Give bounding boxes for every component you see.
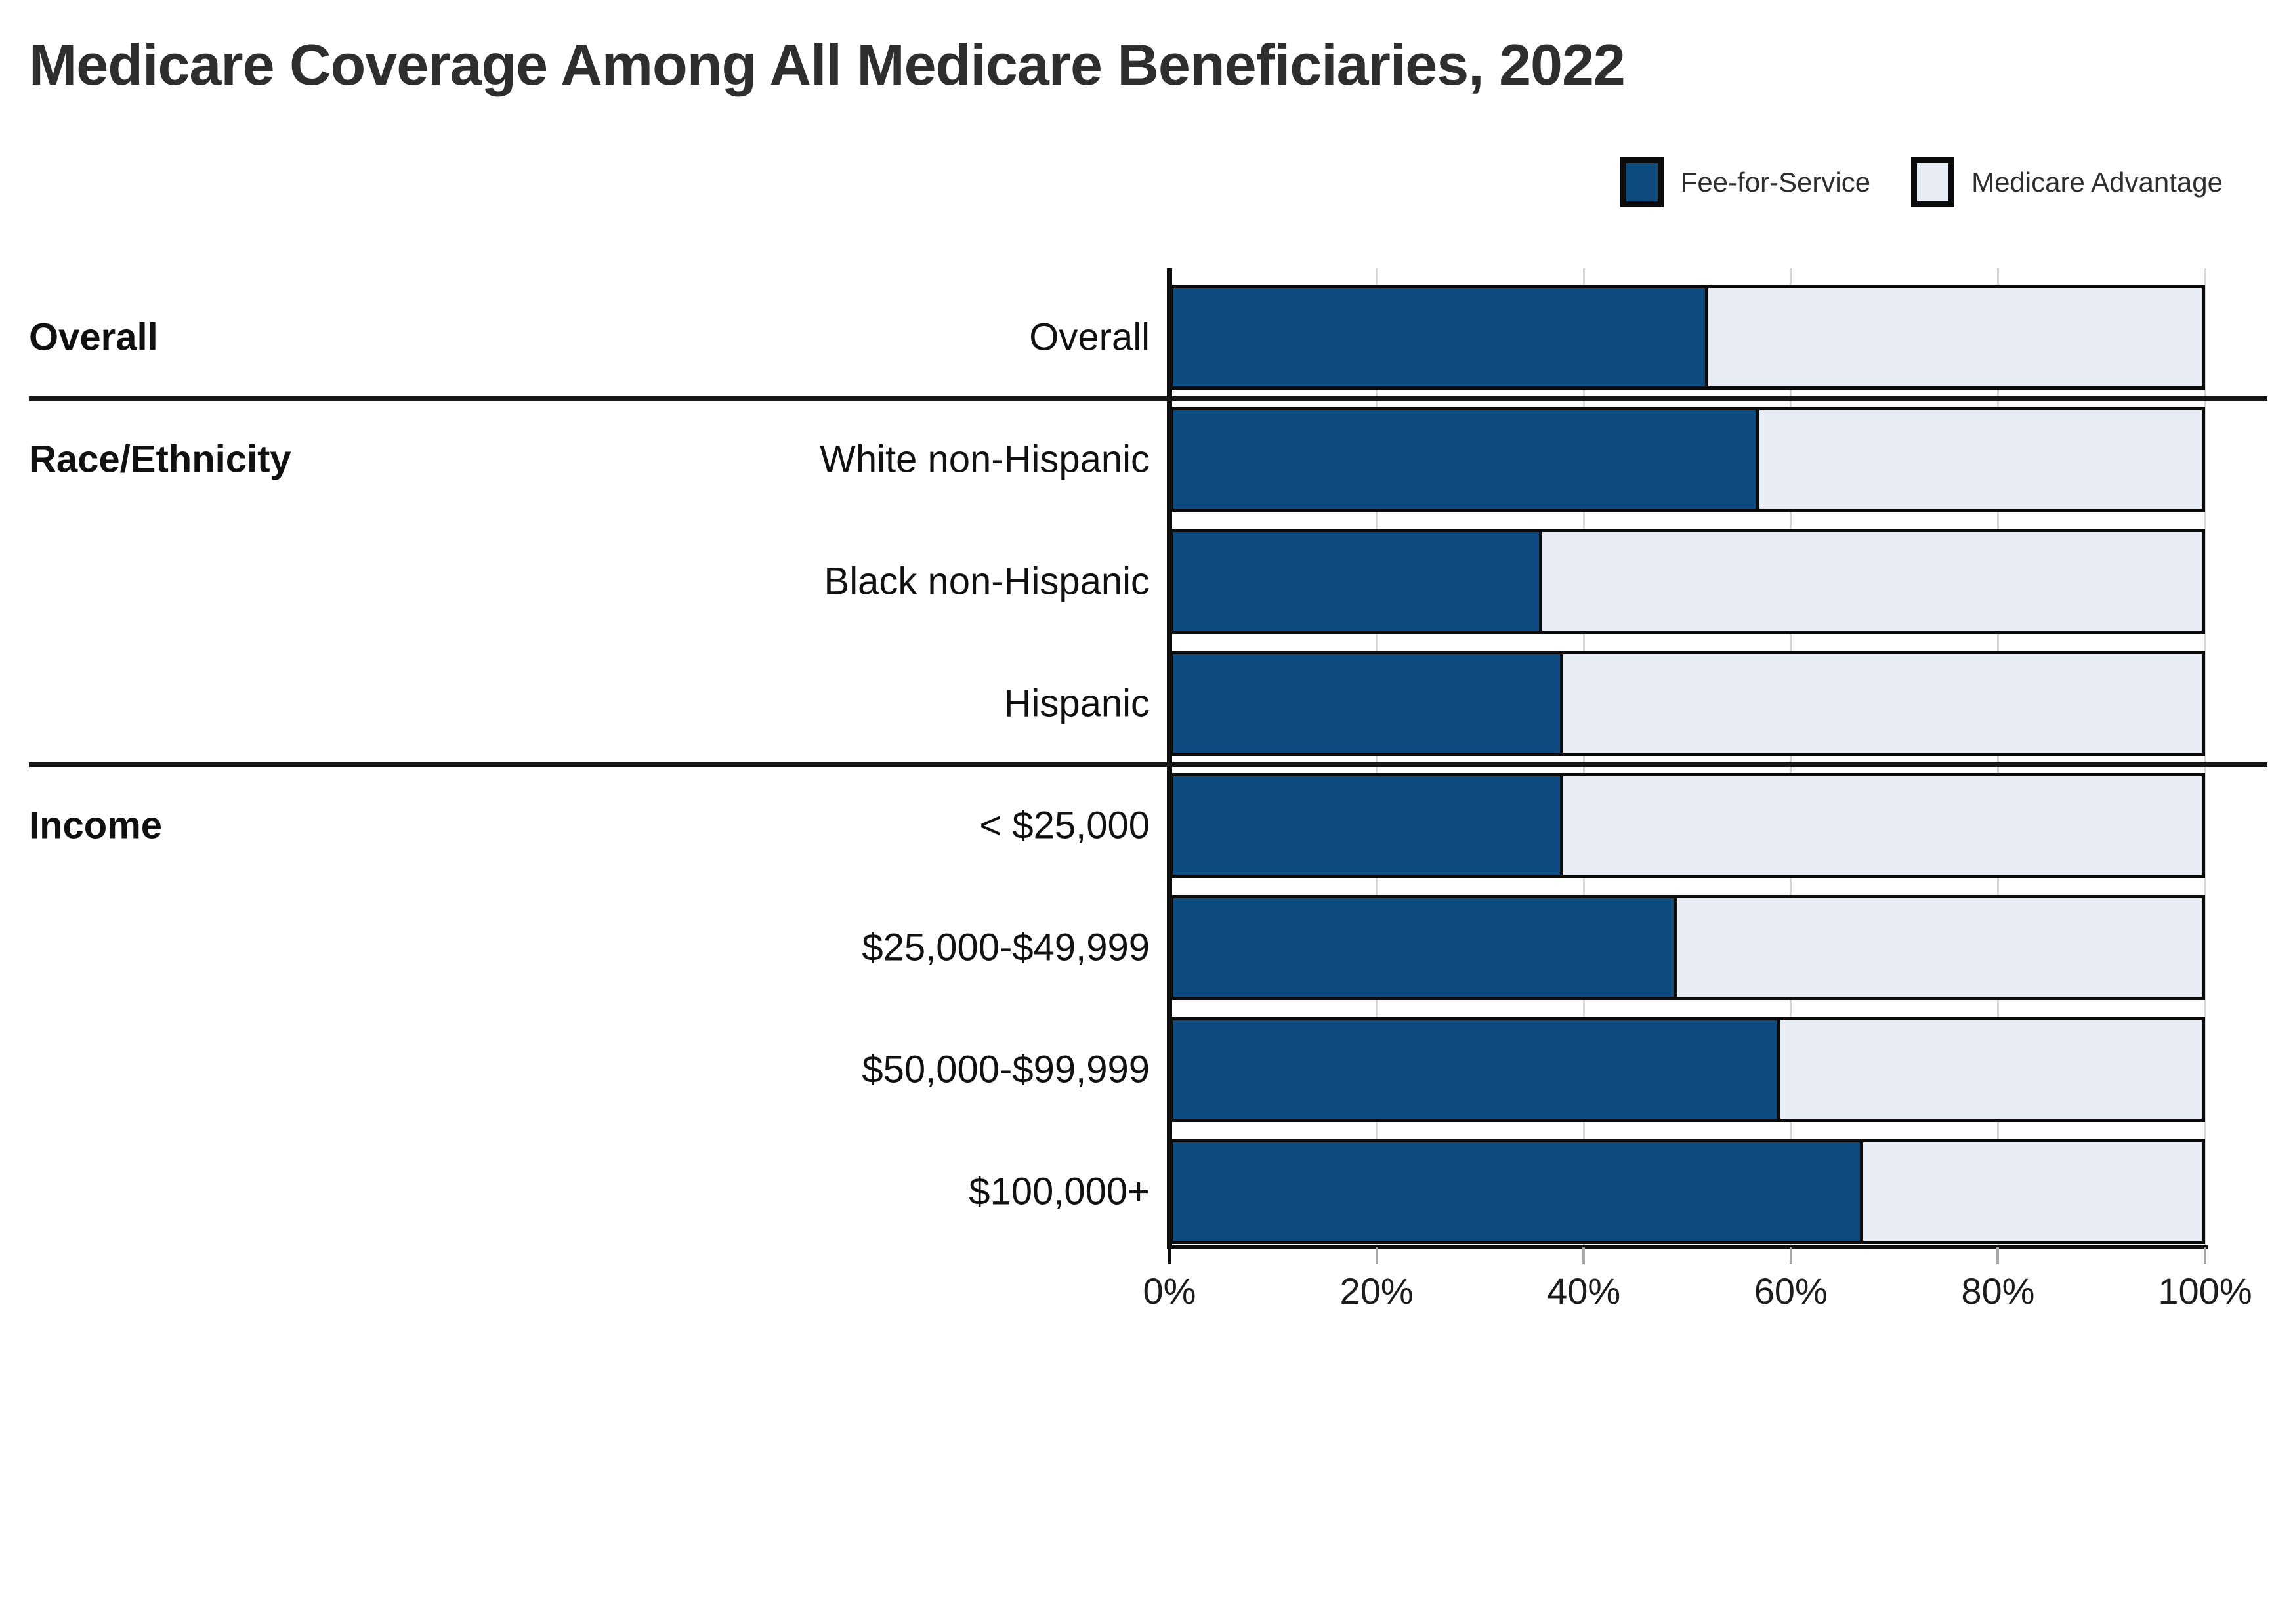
- bar-segment-fee-for-service: [1169, 651, 1563, 756]
- bar-row-3: [1169, 651, 2205, 756]
- gridline-60: [1790, 268, 1792, 1247]
- bar-segment-fee-for-service: [1169, 529, 1543, 634]
- bar-segment-fee-for-service: [1169, 773, 1563, 878]
- bar-row-5: [1169, 895, 2205, 1000]
- category-label: $50,000-$99,999: [862, 1048, 1150, 1091]
- x-tick-label: 20%: [1339, 1270, 1414, 1312]
- bar-row-1: [1169, 407, 2205, 512]
- x-tick-100: [2204, 1247, 2206, 1264]
- y-axis-line: [1167, 268, 1172, 1247]
- x-tick-label: 0%: [1143, 1270, 1196, 1312]
- bar-segment-fee-for-service: [1169, 407, 1760, 512]
- category-label: $100,000+: [969, 1170, 1150, 1213]
- section-separator: [29, 762, 2267, 767]
- bar-segment-fee-for-service: [1169, 1139, 1864, 1244]
- x-tick-80: [1996, 1247, 2000, 1264]
- gridline-20: [1376, 268, 1378, 1247]
- section-label-overall: Overall: [29, 316, 158, 359]
- category-label: Black non-Hispanic: [824, 560, 1150, 603]
- x-tick-label: 100%: [2158, 1270, 2252, 1312]
- legend-item: Fee-for-Service: [1620, 157, 1870, 207]
- x-tick-20: [1375, 1247, 1378, 1264]
- category-label: < $25,000: [979, 804, 1150, 847]
- x-tick-label: 80%: [1961, 1270, 2035, 1312]
- bar-row-7: [1169, 1139, 2205, 1244]
- legend-item: Medicare Advantage: [1911, 157, 2223, 207]
- category-label: $25,000-$49,999: [862, 926, 1150, 969]
- chart-title: Medicare Coverage Among All Medicare Ben…: [29, 32, 1626, 97]
- x-tick-60: [1789, 1247, 1792, 1264]
- category-label: Overall: [1029, 316, 1150, 359]
- bar-row-4: [1169, 773, 2205, 878]
- section-separator: [29, 396, 2267, 401]
- bar-row-2: [1169, 529, 2205, 634]
- bar-segment-fee-for-service: [1169, 1017, 1781, 1122]
- legend-label: Medicare Advantage: [1971, 167, 2223, 198]
- category-label: White non-Hispanic: [820, 438, 1150, 481]
- gridline-100: [2204, 268, 2206, 1247]
- section-label-income: Income: [29, 804, 163, 847]
- legend-swatch-medicare-advantage: [1911, 157, 1955, 207]
- gridline-40: [1582, 268, 1585, 1247]
- bar-row-6: [1169, 1017, 2205, 1122]
- category-label: Hispanic: [1003, 682, 1150, 725]
- x-tick-0: [1168, 1247, 1171, 1264]
- legend-label: Fee-for-Service: [1680, 167, 1871, 198]
- x-tick-label: 40%: [1547, 1270, 1621, 1312]
- bar-segment-fee-for-service: [1169, 285, 1708, 390]
- legend: Fee-for-Service Medicare Advantage: [1620, 157, 2223, 207]
- chart-plot-area: 0% 20% 40% 60% 80% 100%: [1143, 268, 2252, 1312]
- legend-swatch-fee-for-service: [1620, 157, 1664, 207]
- bar-segment-fee-for-service: [1169, 895, 1677, 1000]
- x-axis-line: [1167, 1245, 2208, 1249]
- bar-row-0: [1169, 285, 2205, 390]
- section-label-race-ethnicity: Race/Ethnicity: [29, 438, 291, 481]
- gridline-80: [1996, 268, 1999, 1247]
- x-tick-40: [1582, 1247, 1586, 1264]
- x-tick-label: 60%: [1754, 1270, 1828, 1312]
